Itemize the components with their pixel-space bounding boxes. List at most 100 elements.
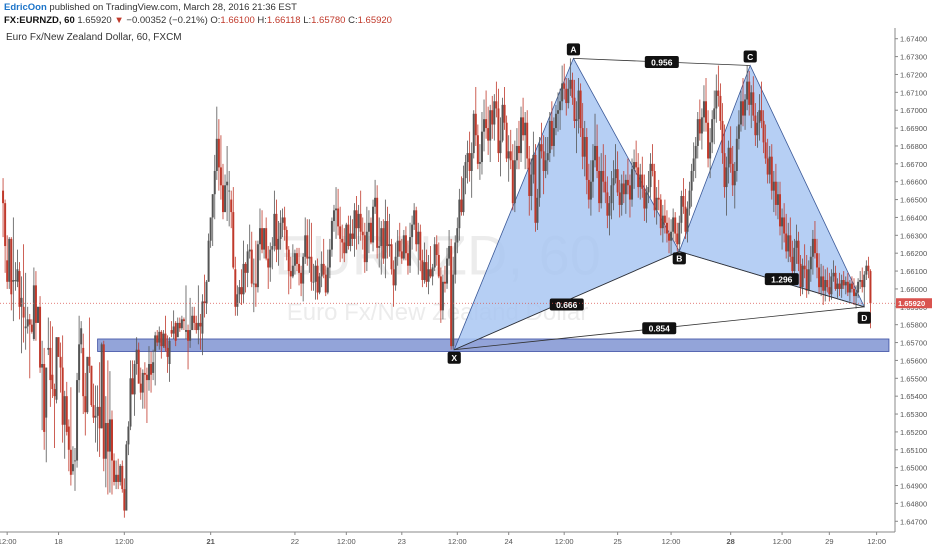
candle <box>184 285 187 339</box>
candle <box>583 120 586 177</box>
candle-body <box>764 142 767 159</box>
candle <box>439 267 442 323</box>
candle-body <box>283 217 286 230</box>
candle-body <box>682 196 685 207</box>
candle <box>119 464 122 486</box>
candle <box>707 110 710 168</box>
candle-body <box>205 281 208 304</box>
x-tick-label: 28 <box>727 537 735 546</box>
candle <box>230 190 233 229</box>
candle <box>240 269 243 306</box>
candle <box>121 460 124 493</box>
candle <box>314 260 317 300</box>
candle-body <box>721 120 724 154</box>
candle-body <box>493 101 496 125</box>
candle-body <box>100 344 103 429</box>
candle <box>18 262 21 320</box>
candle-body <box>166 347 169 357</box>
candle <box>92 383 95 423</box>
candle-body <box>273 213 276 247</box>
candle <box>682 178 685 214</box>
ratio-label: 0.956 <box>651 57 673 67</box>
candle-body <box>707 122 710 159</box>
candle <box>415 206 418 252</box>
candle <box>526 110 529 170</box>
candle-body <box>585 137 588 180</box>
candle <box>261 210 264 254</box>
candle-body <box>826 280 829 288</box>
candle <box>857 278 860 298</box>
candle-body <box>569 79 572 89</box>
candle-body <box>347 224 350 247</box>
candle-body <box>293 253 296 266</box>
candle-body <box>433 244 436 268</box>
candle <box>30 319 33 334</box>
candle-body <box>8 238 11 282</box>
author-link[interactable]: EdricOon <box>4 2 47 13</box>
candle-body <box>848 283 851 293</box>
candle <box>374 179 377 214</box>
candle-body <box>520 117 523 154</box>
candle-body <box>542 151 545 171</box>
candle <box>797 231 800 272</box>
candle-body <box>238 287 241 295</box>
candle-body <box>727 147 730 168</box>
candle <box>63 390 66 459</box>
candle <box>145 367 148 423</box>
candle-body <box>67 426 70 450</box>
candle-body <box>304 235 307 257</box>
candle-body <box>487 128 490 141</box>
candle <box>28 313 31 379</box>
candle-body <box>565 88 568 104</box>
candle-body <box>791 256 794 272</box>
candle <box>224 174 227 213</box>
candle <box>289 256 292 289</box>
candle-body <box>174 322 177 341</box>
candle-body <box>164 333 167 348</box>
candle <box>520 106 523 163</box>
candle-body <box>532 154 535 175</box>
candle <box>538 137 541 207</box>
candle-body <box>602 170 605 182</box>
candle-body <box>419 231 422 261</box>
candle-body <box>809 256 812 270</box>
candle <box>300 265 303 297</box>
candle <box>34 271 37 341</box>
candle-body <box>781 217 784 227</box>
candle-body <box>129 378 132 427</box>
candle-body <box>846 281 849 293</box>
candle <box>22 244 25 343</box>
y-tick-label: 1.66000 <box>900 285 927 294</box>
candle-body <box>382 228 385 259</box>
candle <box>353 203 356 257</box>
candle <box>832 260 835 282</box>
candle <box>737 110 740 150</box>
candle-body <box>460 199 463 213</box>
candle-body <box>711 119 714 143</box>
candle-body <box>735 138 738 171</box>
candle-body <box>86 356 89 413</box>
price-axis: 1.67400 1.67300 1.67200 1.67100 1.67000 1.669… <box>0 35 932 526</box>
y-tick-label: 1.66300 <box>900 231 927 240</box>
y-tick-label: 1.65300 <box>900 410 927 419</box>
candle-body <box>756 122 759 136</box>
candle <box>271 237 274 270</box>
candle <box>692 142 695 182</box>
candle-body <box>119 465 122 482</box>
candle-body <box>55 337 58 400</box>
candle-body <box>291 265 294 277</box>
candle-body <box>559 101 562 111</box>
candle-body <box>254 283 257 288</box>
candle-body <box>591 160 594 182</box>
candle-body <box>61 367 64 425</box>
candle-body <box>82 347 85 397</box>
candle-body <box>647 187 650 193</box>
candle-body <box>758 110 761 123</box>
candle <box>581 103 584 170</box>
candle <box>628 174 631 218</box>
candle-body <box>571 79 574 98</box>
candle <box>540 122 543 159</box>
candle <box>279 210 282 250</box>
candle <box>98 362 101 457</box>
